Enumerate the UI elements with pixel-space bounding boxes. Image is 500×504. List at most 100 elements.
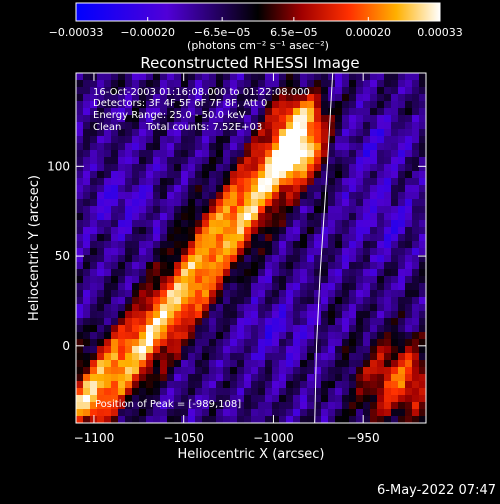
heatmap-cell (174, 402, 182, 410)
heatmap-cell (111, 213, 119, 221)
heatmap-cell (405, 241, 413, 249)
heatmap-cell (349, 416, 357, 424)
heatmap-cell (279, 304, 287, 312)
heatmap-cell (97, 164, 105, 172)
heatmap-cell (244, 171, 252, 179)
heatmap-cell (104, 360, 112, 368)
heatmap-cell (202, 381, 210, 389)
heatmap-cell (391, 248, 399, 256)
heatmap-cell (293, 311, 301, 319)
heatmap-cell (188, 178, 196, 186)
heatmap-cell (216, 325, 224, 333)
heatmap-cell (83, 311, 91, 319)
heatmap-cell (286, 87, 294, 95)
heatmap-cell (153, 80, 161, 88)
heatmap-cell (286, 122, 294, 130)
heatmap-cell (125, 87, 133, 95)
heatmap-cell (188, 143, 196, 151)
heatmap-cell (258, 241, 266, 249)
heatmap-cell (314, 108, 322, 116)
heatmap-cell (258, 143, 266, 151)
heatmap-cell (174, 150, 182, 158)
heatmap-cell (377, 416, 385, 424)
heatmap-cell (321, 157, 329, 165)
heatmap-cell (153, 248, 161, 256)
heatmap-cell (167, 388, 175, 396)
heatmap-cell (300, 206, 308, 214)
heatmap-cell (97, 87, 105, 95)
heatmap-cell (76, 255, 84, 263)
heatmap-cell (76, 339, 84, 347)
heatmap-cell (237, 73, 245, 81)
heatmap-cell (370, 395, 378, 403)
heatmap-cell (286, 374, 294, 382)
heatmap-cell (391, 115, 399, 123)
heatmap-cell (265, 381, 273, 389)
heatmap-cell (335, 94, 343, 102)
heatmap-cell (405, 213, 413, 221)
heatmap-cell (97, 367, 105, 375)
heatmap-cell (405, 73, 413, 81)
heatmap-cell (272, 283, 280, 291)
heatmap-cell (251, 192, 259, 200)
heatmap-cell (412, 101, 420, 109)
heatmap-cell (251, 108, 259, 116)
heatmap-cell (160, 234, 168, 242)
heatmap-cell (174, 101, 182, 109)
heatmap-cell (90, 227, 98, 235)
heatmap-cell (405, 122, 413, 130)
heatmap-cell (202, 241, 210, 249)
heatmap-cell (342, 360, 350, 368)
heatmap-cell (160, 304, 168, 312)
heatmap-cell (265, 73, 273, 81)
heatmap-cell (342, 402, 350, 410)
heatmap-cell (335, 269, 343, 277)
heatmap-cell (125, 353, 133, 361)
heatmap-cell (251, 150, 259, 158)
heatmap-cell (251, 318, 259, 326)
heatmap-cell (307, 353, 315, 361)
heatmap-cell (419, 178, 427, 186)
heatmap-cell (293, 318, 301, 326)
heatmap-cell (146, 108, 154, 116)
heatmap-cell (342, 248, 350, 256)
heatmap-cell (195, 164, 203, 172)
heatmap-cell (111, 171, 119, 179)
heatmap-cell (209, 213, 217, 221)
heatmap-cell (419, 409, 427, 417)
heatmap-cell (139, 241, 147, 249)
heatmap-cell (76, 395, 84, 403)
heatmap-cell (104, 290, 112, 298)
heatmap-cell (286, 346, 294, 354)
heatmap-cell (97, 353, 105, 361)
heatmap-cell (223, 199, 231, 207)
heatmap-cell (300, 388, 308, 396)
heatmap-cell (223, 402, 231, 410)
heatmap-cell (202, 122, 210, 130)
heatmap-cell (328, 178, 336, 186)
heatmap-cell (251, 262, 259, 270)
heatmap-cell (153, 129, 161, 137)
heatmap-cell (118, 73, 126, 81)
heatmap-cell (111, 346, 119, 354)
heatmap-cell (398, 164, 406, 172)
heatmap-cell (216, 290, 224, 298)
heatmap-cell (363, 220, 371, 228)
heatmap-cell (321, 262, 329, 270)
heatmap-cell (300, 318, 308, 326)
heatmap-cell (314, 304, 322, 312)
heatmap-cell (363, 73, 371, 81)
heatmap-cell (405, 311, 413, 319)
heatmap-cell (384, 178, 392, 186)
heatmap-cell (363, 115, 371, 123)
heatmap-cell (321, 171, 329, 179)
heatmap-cell (384, 374, 392, 382)
heatmap-cell (279, 262, 287, 270)
heatmap-cell (237, 276, 245, 284)
heatmap-cell (97, 136, 105, 144)
heatmap-cell (272, 276, 280, 284)
heatmap-cell (244, 150, 252, 158)
heatmap-cell (153, 87, 161, 95)
heatmap-cell (349, 157, 357, 165)
heatmap-cell (370, 73, 378, 81)
